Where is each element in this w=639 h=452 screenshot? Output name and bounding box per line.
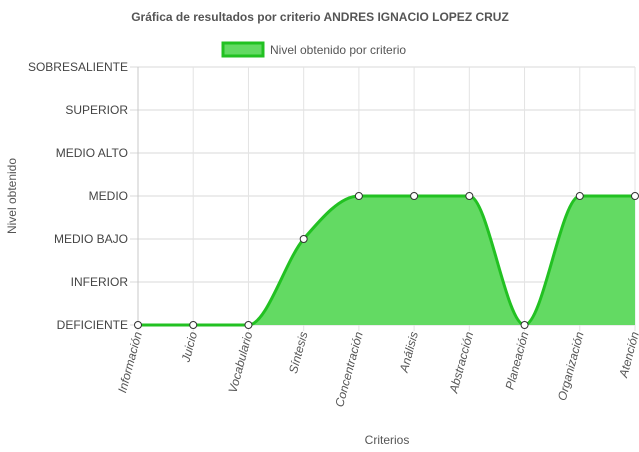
- legend-swatch[interactable]: [221, 41, 265, 58]
- x-tick-label: Concentración: [332, 330, 366, 409]
- x-tick-label: Análisis: [397, 330, 421, 375]
- x-tick-label: Abstracción: [446, 330, 476, 395]
- data-point-0[interactable]: [134, 321, 142, 329]
- series-line: [137, 194, 635, 327]
- data-point-1[interactable]: [189, 321, 198, 329]
- chart-title: Gráfica de resultados por criterio ANDRE…: [131, 10, 509, 24]
- x-tick-label: Organización: [555, 330, 587, 402]
- data-point-8[interactable]: [575, 192, 584, 200]
- y-tick-label: SUPERIOR: [65, 103, 128, 117]
- x-tick-label: Síntesis: [286, 330, 311, 375]
- data-point-4[interactable]: [354, 192, 363, 200]
- y-axis-title: Nivel obtenido: [5, 158, 19, 234]
- y-axis: DEFICIENTE INFERIOR MEDIO BAJO MEDIO MEDIO A…: [28, 60, 128, 332]
- y-tick-label: DEFICIENTE: [57, 318, 128, 332]
- data-point-6[interactable]: [465, 192, 474, 200]
- data-point-3[interactable]: [299, 235, 308, 243]
- data-point-7[interactable]: [520, 321, 529, 329]
- y-tick-label: MEDIO ALTO: [56, 146, 128, 160]
- x-tick-label: Vocabulario: [226, 330, 256, 395]
- y-tick-label: SOBRESALIENTE: [28, 60, 128, 74]
- data-points: [134, 192, 639, 329]
- x-axis-title: Criterios: [365, 433, 410, 447]
- x-tick-label: Juicio: [178, 330, 200, 365]
- data-point-9[interactable]: [631, 192, 639, 200]
- y-tick-label: MEDIO BAJO: [54, 232, 128, 246]
- x-tick-label: Planeación: [503, 330, 532, 391]
- data-point-2[interactable]: [244, 321, 253, 329]
- y-tick-label: INFERIOR: [71, 275, 129, 289]
- area-fill: [138, 196, 635, 325]
- x-tick-label: Atención: [616, 330, 639, 380]
- y-tick-label: MEDIO: [89, 189, 128, 203]
- data-point-5[interactable]: [410, 192, 419, 200]
- series-area: [137, 194, 635, 327]
- x-tick-label: Información: [115, 330, 145, 394]
- x-axis: Información Juicio Vocabulario Síntesis Conc…: [115, 330, 639, 409]
- legend-label[interactable]: Nivel obtenido por criterio: [270, 43, 406, 57]
- legend[interactable]: Nivel obtenido por criterio: [221, 41, 406, 58]
